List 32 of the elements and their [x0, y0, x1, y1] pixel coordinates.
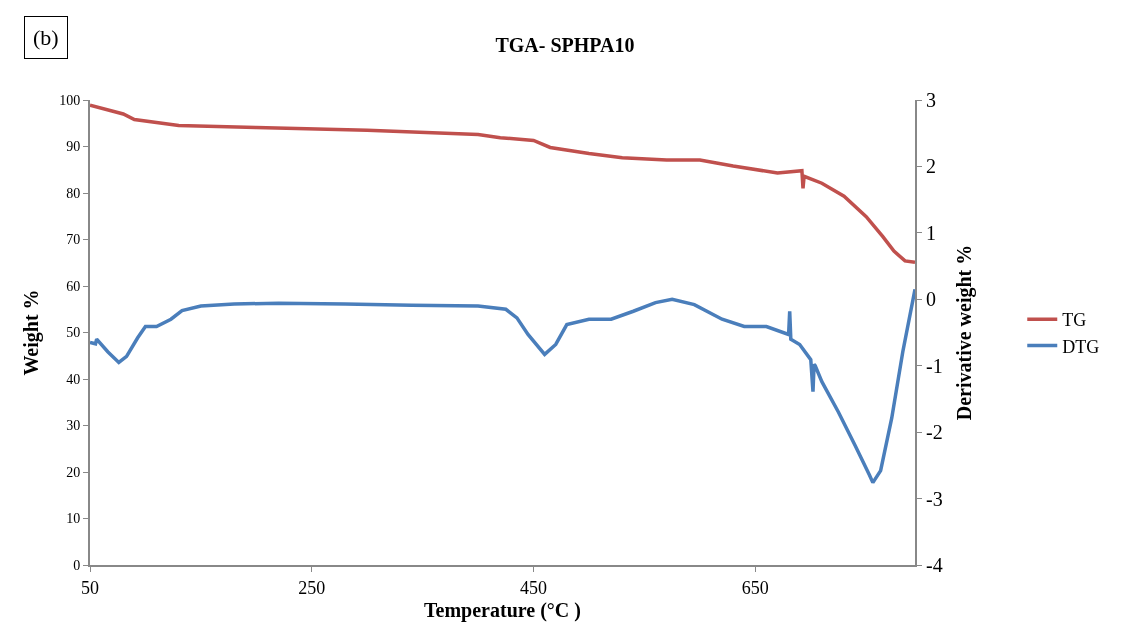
y2-tick-label: 1 — [926, 221, 936, 244]
y-tick-label: 30 — [66, 418, 81, 434]
y-axis-title: Weight % — [20, 289, 44, 376]
x-axis-title: Temperature (°C ) — [424, 598, 581, 622]
y-tick-label: 20 — [66, 464, 81, 480]
y-tick-label: 80 — [66, 185, 81, 201]
y2-tick-label: -4 — [926, 554, 943, 576]
x-tick-label: 650 — [741, 577, 769, 598]
x-tick-label: 250 — [298, 577, 326, 598]
x-tick-label: 450 — [520, 577, 548, 598]
y-tick-label: 10 — [66, 511, 81, 527]
y-tick-label: 100 — [59, 92, 81, 108]
y2-tick-label: 3 — [926, 89, 936, 111]
y-tick-label: 60 — [66, 278, 81, 294]
y2-axis-title: Derivative weight % — [952, 244, 976, 421]
y-tick-label: 40 — [66, 371, 81, 387]
y-tick-label: 0 — [73, 557, 81, 573]
y2-tick-label: -1 — [926, 354, 943, 377]
line-series — [90, 103, 915, 265]
y-tick-label: 50 — [66, 325, 81, 341]
text: (b) — [33, 25, 59, 50]
y2-tick-label: 0 — [926, 288, 936, 311]
line-series — [90, 287, 915, 485]
y-tick-label: 90 — [66, 139, 81, 155]
y-tick-label: 70 — [66, 232, 81, 248]
x-tick-label: 50 — [81, 577, 99, 598]
legend-label: TG — [1062, 310, 1087, 331]
y2-tick-label: -2 — [926, 421, 943, 444]
legend-label: DTG — [1062, 336, 1100, 357]
y2-tick-label: 2 — [926, 155, 936, 178]
chart-title: TGA- SPHPA10 — [495, 33, 635, 56]
y2-tick-label: -3 — [926, 487, 943, 510]
